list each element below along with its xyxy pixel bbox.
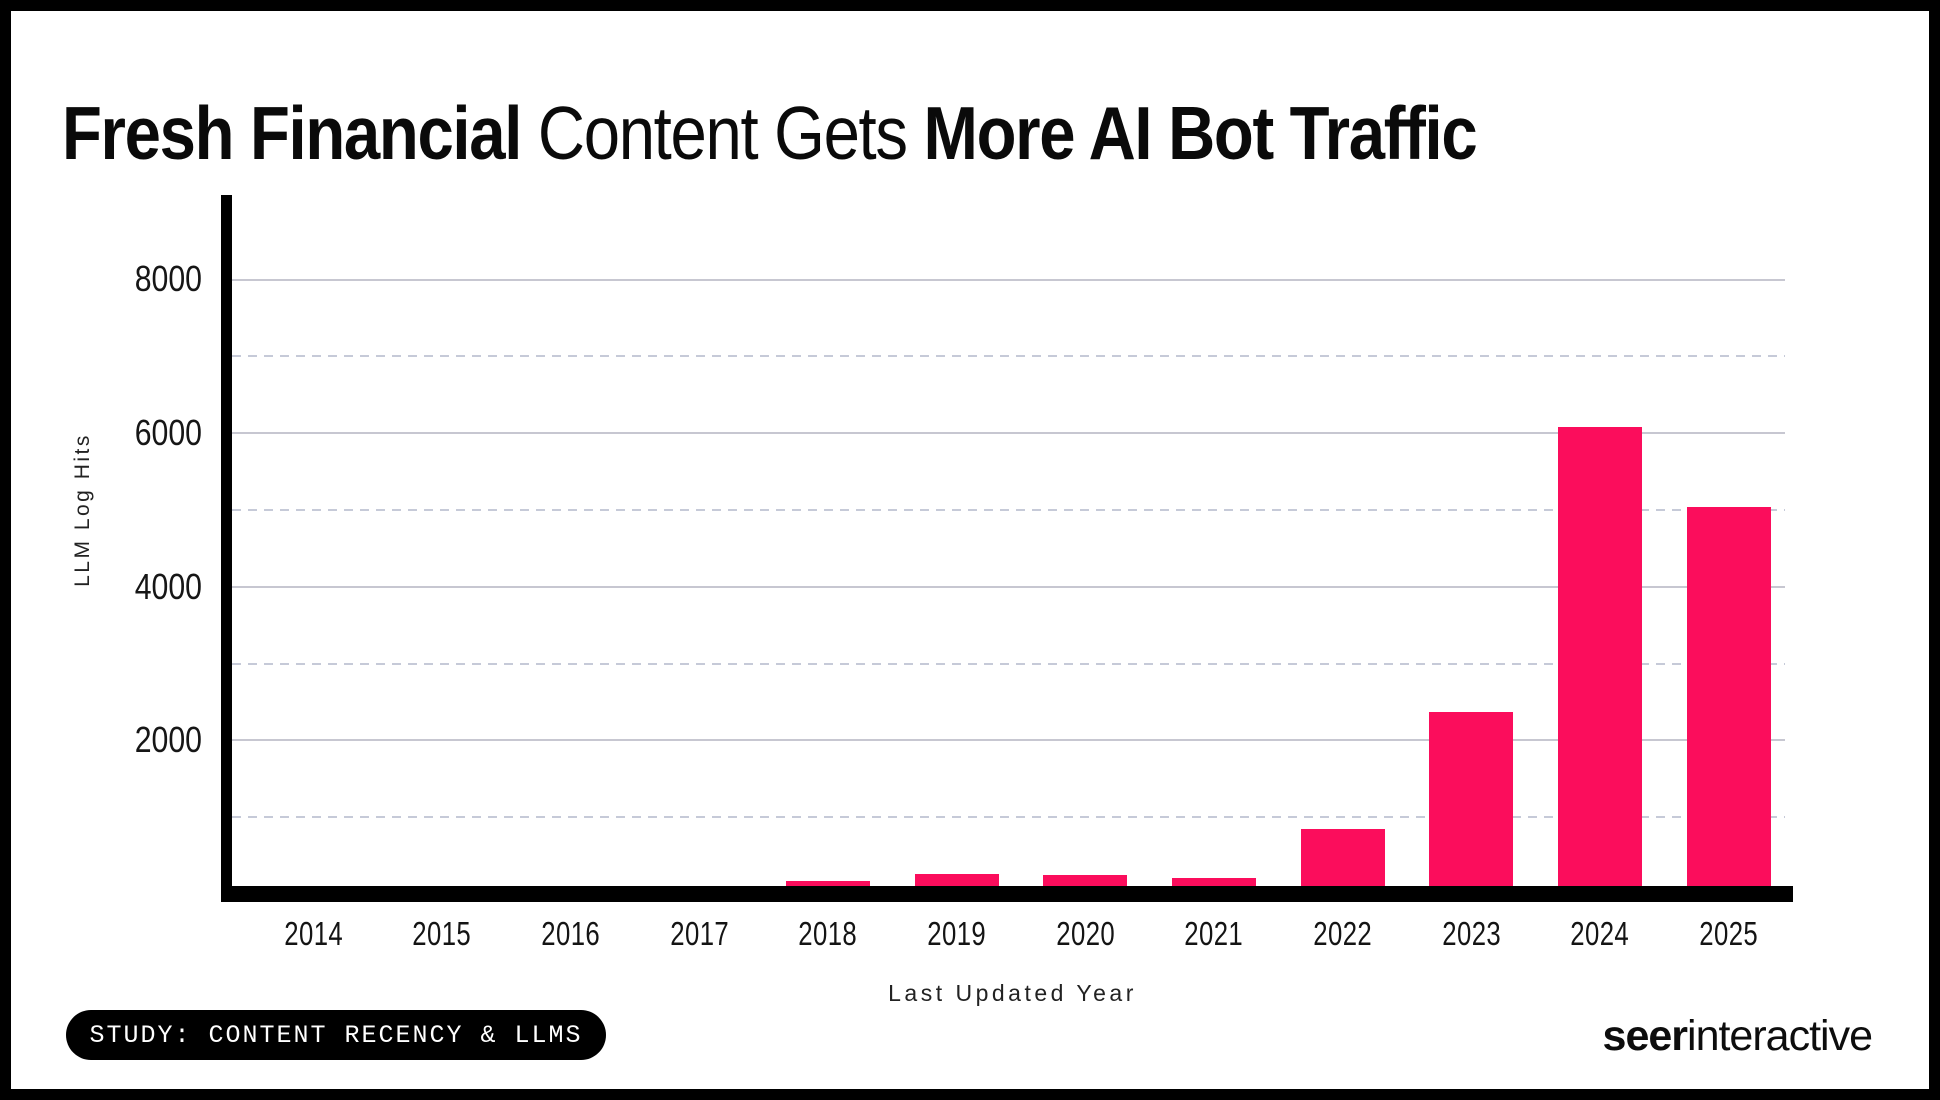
- bar-slot-2019: [892, 195, 1021, 894]
- minor-gridline-1000: [232, 816, 1785, 819]
- seer-interactive-logo: seerinteractive: [1602, 1012, 1873, 1061]
- x-tick-text-2023: 2023: [1441, 915, 1501, 952]
- x-tick-label-2015: 2015: [378, 908, 507, 960]
- x-tick-text-2019: 2019: [927, 915, 987, 952]
- title-bold-1: Fresh Financial: [62, 91, 522, 176]
- y-tick-label-6000: 6000: [134, 412, 202, 454]
- major-gridline-4000: [232, 585, 1785, 588]
- x-tick-label-2019: 2019: [892, 908, 1021, 960]
- x-tick-text-2020: 2020: [1055, 915, 1115, 952]
- y-axis-tick-labels: 2000 4000 6000 8000: [0, 195, 202, 894]
- bars-row: [249, 195, 1793, 894]
- bar-slot-2017: [635, 195, 764, 894]
- bar-2023: [1429, 711, 1514, 894]
- y-axis-line: [221, 195, 232, 902]
- x-tick-label-2021: 2021: [1150, 908, 1279, 960]
- x-tick-label-2020: 2020: [1021, 908, 1150, 960]
- bar-chart-plot-area: [221, 195, 1793, 902]
- bar-slot-2024: [1536, 195, 1665, 894]
- minor-gridline-5000: [232, 508, 1785, 511]
- x-tick-label-2018: 2018: [764, 908, 893, 960]
- x-tick-label-2024: 2024: [1536, 908, 1665, 960]
- bar-slot-2016: [506, 195, 635, 894]
- x-tick-label-2025: 2025: [1664, 908, 1793, 960]
- bar-2022: [1300, 828, 1385, 894]
- study-badge-label: STUDY: CONTENT RECENCY & LLMS: [89, 1020, 583, 1050]
- bar-slot-2023: [1407, 195, 1536, 894]
- x-axis-line: [221, 886, 1793, 902]
- x-tick-label-2014: 2014: [249, 908, 378, 960]
- bar-slot-2021: [1150, 195, 1279, 894]
- x-axis-title: Last Updated Year: [888, 980, 1137, 1006]
- study-badge: STUDY: CONTENT RECENCY & LLMS: [66, 1010, 606, 1060]
- y-tick-label-8000: 8000: [134, 258, 202, 300]
- major-gridline-6000: [232, 432, 1785, 435]
- x-tick-text-2015: 2015: [412, 915, 472, 952]
- y-tick-label-2000: 2000: [134, 719, 202, 761]
- x-tick-label-2023: 2023: [1407, 908, 1536, 960]
- x-tick-text-2017: 2017: [669, 915, 729, 952]
- bar-slot-2014: [249, 195, 378, 894]
- bar-2025: [1686, 506, 1771, 894]
- bar-slot-2018: [764, 195, 893, 894]
- x-tick-text-2016: 2016: [541, 915, 601, 952]
- bar-slot-2015: [378, 195, 507, 894]
- major-gridline-8000: [232, 278, 1785, 281]
- logo-seer: seer: [1602, 1012, 1688, 1060]
- x-tick-label-2022: 2022: [1278, 908, 1407, 960]
- page-title: Fresh Financial Content Gets More AI Bot…: [62, 90, 1478, 176]
- x-tick-text-2025: 2025: [1699, 915, 1759, 952]
- logo-interactive: interactive: [1687, 1012, 1873, 1060]
- y-axis-title: LLM Log Hits: [71, 433, 94, 587]
- x-tick-text-2018: 2018: [798, 915, 858, 952]
- bar-slot-2025: [1664, 195, 1793, 894]
- x-tick-text-2014: 2014: [283, 915, 343, 952]
- x-tick-text-2021: 2021: [1184, 915, 1244, 952]
- x-axis-tick-labels: 2014 2015 2016 2017 2018 2019 2020 2021 2022 2023…: [249, 908, 1793, 960]
- x-tick-label-2016: 2016: [506, 908, 635, 960]
- y-tick-label-4000: 4000: [134, 565, 202, 607]
- minor-gridline-3000: [232, 662, 1785, 665]
- x-tick-text-2022: 2022: [1313, 915, 1373, 952]
- x-tick-text-2024: 2024: [1570, 915, 1630, 952]
- bar-slot-2020: [1021, 195, 1150, 894]
- bar-2024: [1558, 426, 1643, 894]
- title-regular: Content Gets: [521, 91, 924, 176]
- minor-gridline-7000: [232, 355, 1785, 358]
- major-gridline-2000: [232, 739, 1785, 742]
- x-tick-label-2017: 2017: [635, 908, 764, 960]
- title-bold-2: More AI Bot Traffic: [923, 91, 1478, 176]
- bar-slot-2022: [1278, 195, 1407, 894]
